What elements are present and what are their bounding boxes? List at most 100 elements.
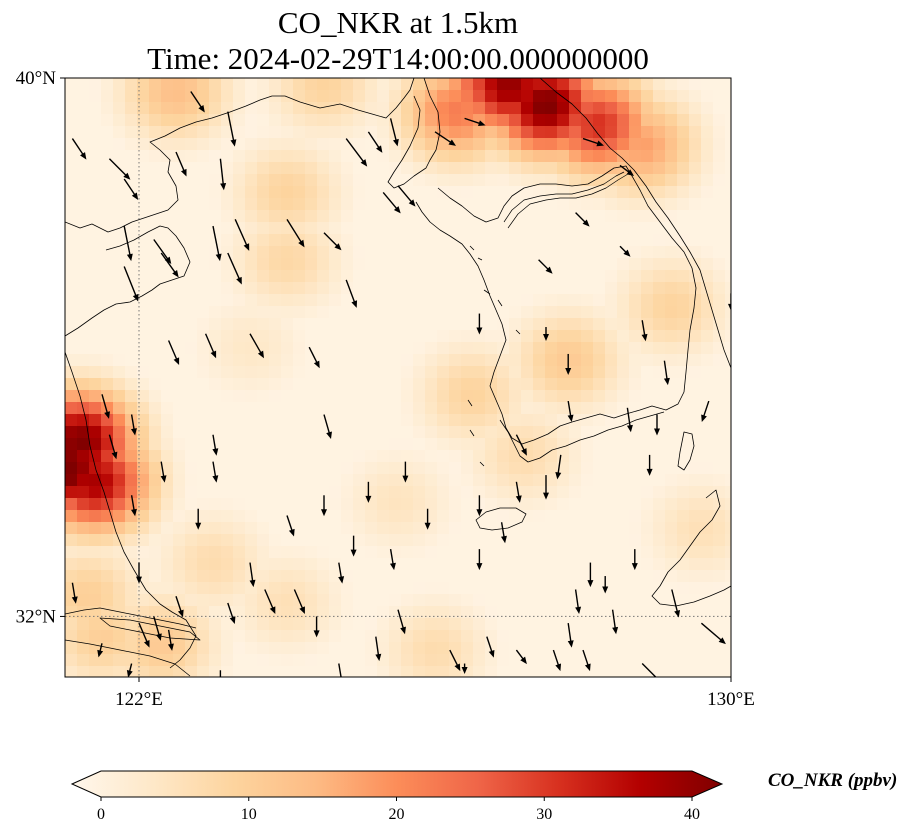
- field-cell: [377, 390, 390, 403]
- field-cell: [437, 198, 450, 211]
- field-cell: [125, 114, 138, 127]
- wind-arrow: [153, 616, 162, 641]
- field-cell: [497, 642, 510, 655]
- field-cell: [101, 270, 114, 283]
- field-cell: [365, 270, 378, 283]
- field-cell: [437, 510, 450, 523]
- field-cell: [569, 150, 582, 163]
- field-cell: [401, 90, 414, 103]
- field-cell: [257, 546, 270, 559]
- field-cell: [497, 330, 510, 343]
- field-cell: [329, 282, 342, 295]
- field-cell: [137, 294, 150, 307]
- field-cell: [317, 390, 330, 403]
- field-cell: [257, 150, 270, 163]
- field-cell: [137, 318, 150, 331]
- field-cell: [725, 126, 731, 139]
- field-cell: [521, 582, 534, 595]
- field-cell: [365, 594, 378, 607]
- field-cell: [245, 294, 258, 307]
- field-cell: [677, 630, 690, 643]
- field-cell: [617, 210, 630, 223]
- field-cell: [713, 210, 726, 223]
- field-cell: [629, 666, 642, 677]
- field-cell: [377, 186, 390, 199]
- field-cell: [77, 594, 90, 607]
- field-cell: [257, 498, 270, 511]
- field-cell: [485, 222, 498, 235]
- field-cell: [665, 90, 678, 103]
- field-cell: [305, 174, 318, 187]
- field-cell: [149, 426, 162, 439]
- field-cell: [461, 234, 474, 247]
- field-cell: [461, 246, 474, 259]
- field-cell: [689, 162, 702, 175]
- field-cell: [413, 306, 426, 319]
- field-cell: [149, 606, 162, 619]
- field-cell: [653, 426, 666, 439]
- wind-arrow: [575, 212, 590, 227]
- field-cell: [197, 306, 210, 319]
- field-cell: [545, 294, 558, 307]
- field-cell: [89, 138, 102, 151]
- field-cell: [89, 498, 102, 511]
- field-cell: [449, 534, 462, 547]
- field-cell: [653, 150, 666, 163]
- field-cell: [461, 258, 474, 271]
- field-cell: [365, 450, 378, 463]
- field-cell: [161, 126, 174, 139]
- field-cell: [425, 246, 438, 259]
- field-cell: [125, 402, 138, 415]
- field-cell: [581, 306, 594, 319]
- field-cell: [701, 570, 714, 583]
- field-cell: [437, 378, 450, 391]
- field-cell: [149, 546, 162, 559]
- field-cell: [461, 570, 474, 583]
- field-cell: [641, 438, 654, 451]
- field-cell: [653, 354, 666, 367]
- field-cell: [569, 126, 582, 139]
- field-cell: [353, 306, 366, 319]
- field-cell: [521, 114, 534, 127]
- field-cell: [209, 294, 222, 307]
- field-cell: [413, 426, 426, 439]
- field-cell: [713, 666, 726, 677]
- field-cell: [293, 150, 306, 163]
- field-cell: [125, 162, 138, 175]
- field-cell: [461, 522, 474, 535]
- field-cell: [329, 654, 342, 667]
- field-cell: [281, 318, 294, 331]
- field-cell: [161, 522, 174, 535]
- field-cell: [449, 294, 462, 307]
- field-cell: [221, 618, 234, 631]
- field-cell: [473, 174, 486, 187]
- field-cell: [473, 102, 486, 115]
- wind-arrow: [153, 239, 172, 265]
- field-cell: [593, 270, 606, 283]
- field-cell: [161, 450, 174, 463]
- field-cell: [593, 126, 606, 139]
- field-cell: [113, 138, 126, 151]
- field-cell: [449, 558, 462, 571]
- field-cell: [701, 630, 714, 643]
- field-cell: [101, 294, 114, 307]
- field-cell: [413, 486, 426, 499]
- field-cell: [245, 174, 258, 187]
- field-cell: [365, 234, 378, 247]
- field-cell: [677, 294, 690, 307]
- field-cell: [305, 222, 318, 235]
- field-cell: [725, 390, 731, 403]
- field-cell: [293, 258, 306, 271]
- field-cell: [641, 426, 654, 439]
- field-cell: [437, 78, 450, 91]
- field-cell: [101, 342, 114, 355]
- field-cell: [89, 582, 102, 595]
- field-cell: [305, 546, 318, 559]
- field-cell: [65, 498, 78, 511]
- field-cell: [137, 666, 150, 677]
- field-cell: [473, 630, 486, 643]
- field-cell: [689, 522, 702, 535]
- field-cell: [137, 282, 150, 295]
- field-cell: [185, 450, 198, 463]
- field-cell: [701, 102, 714, 115]
